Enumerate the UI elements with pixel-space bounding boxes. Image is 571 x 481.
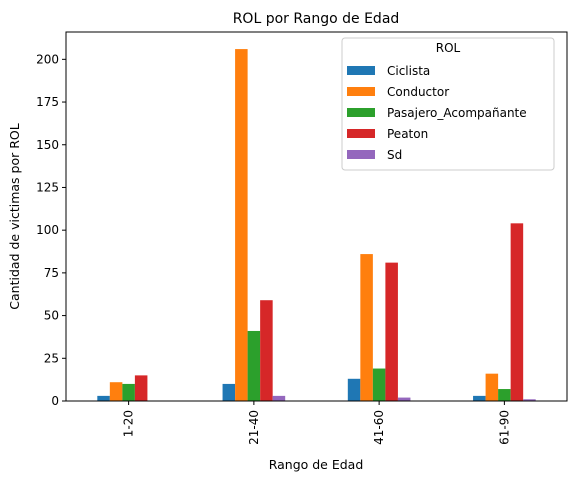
x-tick-label: 1-20 — [122, 410, 136, 437]
bar-ciclista-41-60 — [347, 378, 361, 401]
bar-peaton-21-40 — [260, 300, 273, 401]
legend-label: Ciclista — [387, 64, 430, 78]
bar-peaton-61-90 — [510, 223, 524, 401]
bar-ciclista-21-40 — [222, 383, 236, 401]
bar-peaton-41-60 — [385, 262, 398, 402]
legend-label: Conductor — [387, 85, 449, 99]
legend: ROL Ciclista Conductor Pasajero_Acompañant… — [341, 37, 555, 171]
legend-label: Pasajero_Acompañante — [387, 106, 527, 120]
chart-title: ROL por Rango de Edad — [233, 11, 400, 27]
y-tick-label: 50 — [44, 309, 59, 323]
y-tick-label: 100 — [36, 223, 59, 237]
y-axis-label: Cantidad de victimas por ROL — [7, 123, 22, 309]
bar-ciclista-61-90 — [473, 395, 486, 402]
bar-ciclista-1-20 — [97, 395, 110, 402]
x-tick-label: 61-90 — [497, 410, 511, 445]
bar-sd-21-40 — [272, 395, 286, 402]
y-axis: 0 25 50 75 100 125 150 175 200 — [36, 52, 66, 408]
bar-sd-61-90 — [523, 399, 536, 401]
bars — [97, 49, 536, 402]
bar-peaton-1-20 — [134, 375, 148, 402]
legend-label: Peaton — [387, 127, 428, 141]
legend-swatch — [347, 108, 375, 117]
legend-swatch — [347, 87, 375, 96]
bar-conductor-41-60 — [360, 254, 373, 401]
bar-pasajero-acompa-ante-41-60 — [372, 368, 386, 401]
legend-swatch — [347, 150, 375, 159]
y-tick-label: 125 — [36, 180, 59, 194]
x-tick-label: 21-40 — [247, 410, 261, 445]
y-tick-label: 0 — [51, 394, 59, 408]
y-tick-label: 25 — [44, 351, 59, 365]
legend-title: ROL — [436, 41, 461, 55]
bar-pasajero-acompa-ante-21-40 — [247, 330, 261, 401]
bar-pasajero-acompa-ante-61-90 — [498, 389, 511, 401]
bar-conductor-21-40 — [235, 49, 248, 401]
y-tick-label: 200 — [36, 52, 59, 66]
x-axis-label: Rango de Edad — [269, 457, 364, 472]
bar-conductor-61-90 — [485, 373, 499, 401]
bar-pasajero-acompa-ante-1-20 — [122, 383, 135, 401]
legend-swatch — [347, 129, 375, 138]
bar-conductor-1-20 — [109, 382, 123, 401]
plot-frame — [65, 31, 568, 402]
x-axis: 1-20 21-40 41-60 61-90 — [122, 401, 511, 445]
x-tick-label: 41-60 — [372, 410, 386, 445]
bar-sd-41-60 — [397, 397, 411, 401]
y-tick-label: 75 — [44, 266, 59, 280]
legend-entries: Ciclista Conductor Pasajero_Acompañante Pea… — [347, 64, 527, 162]
y-tick-label: 150 — [36, 138, 59, 152]
legend-swatch — [347, 66, 375, 75]
legend-box — [341, 37, 555, 171]
y-tick-label: 175 — [36, 95, 59, 109]
legend-label: Sd — [387, 148, 402, 162]
